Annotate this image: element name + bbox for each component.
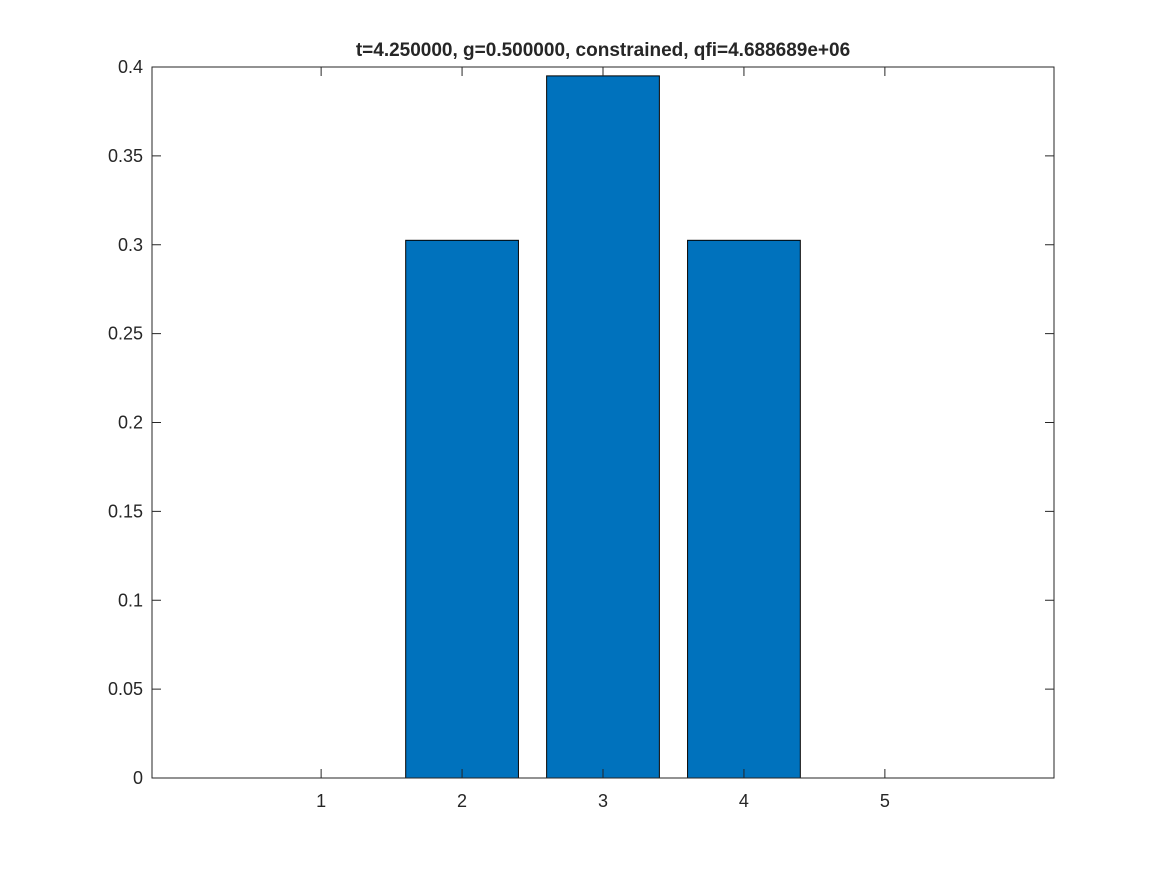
x-tick-label-0: 1 (316, 791, 326, 811)
bar-3 (546, 75, 660, 779)
y-tick-label-4: 0.2 (118, 413, 143, 433)
y-tick-label-8: 0.4 (118, 57, 143, 77)
tick-labels-layer: 0 0.05 0.1 0.15 0.2 0.25 0.3 0.35 0.4 1 2 3 4 5 (108, 57, 890, 811)
chart-title: t=4.250000, g=0.500000, constrained, qfi… (356, 40, 850, 61)
x-tick-label-1: 2 (457, 791, 467, 811)
axes-box (151, 66, 1055, 779)
y-tick-label-3: 0.15 (108, 501, 143, 521)
y-tick-label-0: 0 (133, 768, 143, 788)
y-tick-label-1: 0.05 (108, 679, 143, 699)
y-tick-label-6: 0.3 (118, 235, 143, 255)
x-tick-label-2: 3 (598, 791, 608, 811)
bar-4 (687, 239, 801, 779)
x-tick-label-3: 4 (739, 791, 749, 811)
y-tick-label-5: 0.25 (108, 324, 143, 344)
bars-layer (405, 75, 801, 779)
bar-2 (405, 239, 519, 779)
x-tick-label-4: 5 (880, 791, 890, 811)
y-tick-label-7: 0.35 (108, 146, 143, 166)
y-tick-label-2: 0.1 (118, 590, 143, 610)
